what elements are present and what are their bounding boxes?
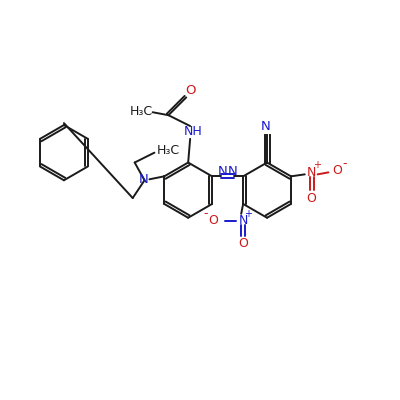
Text: N: N: [228, 165, 238, 178]
Text: +: +: [244, 209, 252, 219]
Text: N: N: [238, 214, 248, 227]
Text: H₃C: H₃C: [129, 105, 152, 118]
Text: O: O: [307, 192, 317, 204]
Text: N: N: [261, 120, 271, 132]
Text: NH: NH: [184, 126, 202, 138]
Text: O: O: [332, 164, 342, 177]
Text: O: O: [185, 84, 195, 97]
Text: O: O: [209, 214, 218, 227]
Text: -: -: [204, 207, 208, 220]
Text: N: N: [139, 173, 148, 186]
Text: H₃C: H₃C: [157, 144, 180, 157]
Text: N: N: [307, 166, 316, 179]
Text: -: -: [342, 157, 346, 170]
Text: O: O: [238, 237, 248, 250]
Text: +: +: [313, 160, 321, 170]
Text: N: N: [218, 165, 227, 178]
